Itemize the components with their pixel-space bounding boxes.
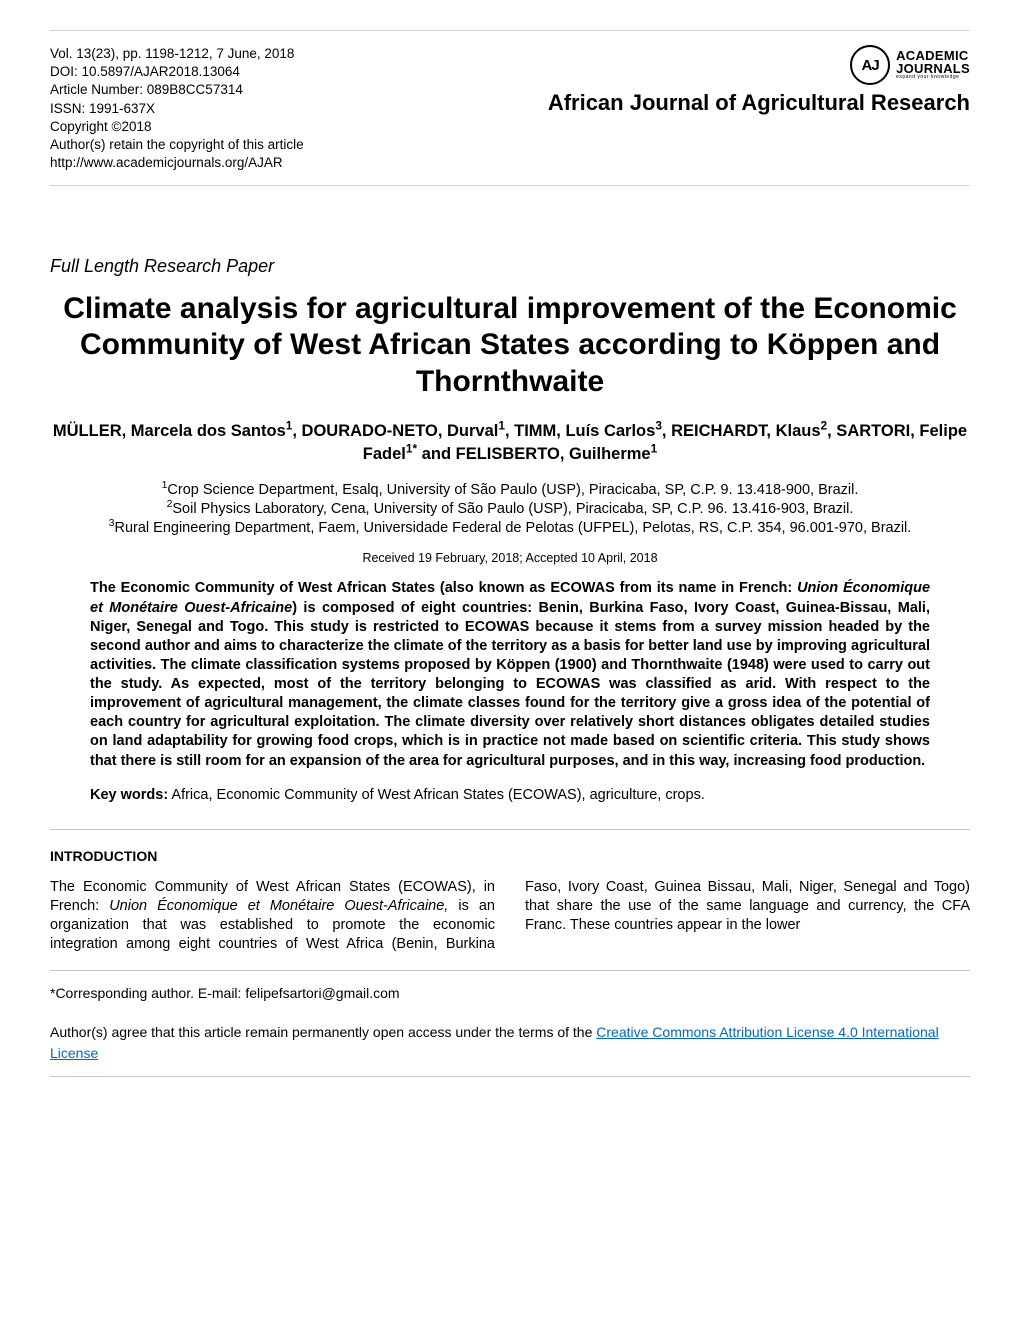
journal-name: African Journal of Agricultural Research	[548, 89, 970, 117]
copyright: Copyright ©2018	[50, 118, 304, 136]
article-meta: Vol. 13(23), pp. 1198-1212, 7 June, 2018…	[50, 45, 304, 173]
spacer	[50, 1004, 970, 1022]
paper-type: Full Length Research Paper	[50, 256, 970, 277]
license-pretext: Author(s) agree that this article remain…	[50, 1024, 596, 1040]
received-accepted-dates: Received 19 February, 2018; Accepted 10 …	[50, 551, 970, 565]
logo-circle-icon: AJ	[850, 45, 890, 85]
keywords: Key words: Africa, Economic Community of…	[50, 787, 970, 803]
header-block: Vol. 13(23), pp. 1198-1212, 7 June, 2018…	[50, 30, 970, 186]
journal-url: http://www.academicjournals.org/AJAR	[50, 154, 304, 172]
keywords-text: Africa, Economic Community of West Afric…	[168, 787, 705, 803]
logo-text: ACADEMIC JOURNALS expand your knowledge	[896, 50, 970, 79]
article-number: Article Number: 089B8CC57314	[50, 81, 304, 99]
introduction-body: The Economic Community of West African S…	[50, 878, 970, 955]
abstract: The Economic Community of West African S…	[50, 579, 970, 770]
divider	[50, 829, 970, 830]
article-title: Climate analysis for agricultural improv…	[50, 291, 970, 401]
logo-tagline: expand your knowledge	[896, 75, 970, 80]
retain-copyright: Author(s) retain the copyright of this a…	[50, 136, 304, 154]
license-statement: Author(s) agree that this article remain…	[50, 1022, 970, 1064]
corresponding-author: *Corresponding author. E-mail: felipefsa…	[50, 983, 970, 1004]
affiliations: 1Crop Science Department, Esalq, Univers…	[50, 481, 970, 538]
header-right: AJ ACADEMIC JOURNALS expand your knowled…	[548, 45, 970, 117]
publisher-logo: AJ ACADEMIC JOURNALS expand your knowled…	[548, 45, 970, 85]
keywords-label: Key words:	[90, 787, 168, 803]
doi-line: DOI: 10.5897/AJAR2018.13064	[50, 63, 304, 81]
section-heading-introduction: INTRODUCTION	[50, 848, 970, 864]
vol-line: Vol. 13(23), pp. 1198-1212, 7 June, 2018	[50, 45, 304, 63]
footer-block: *Corresponding author. E-mail: felipefsa…	[50, 970, 970, 1077]
authors: MÜLLER, Marcela dos Santos1, DOURADO-NET…	[50, 420, 970, 465]
issn: ISSN: 1991-637X	[50, 100, 304, 118]
